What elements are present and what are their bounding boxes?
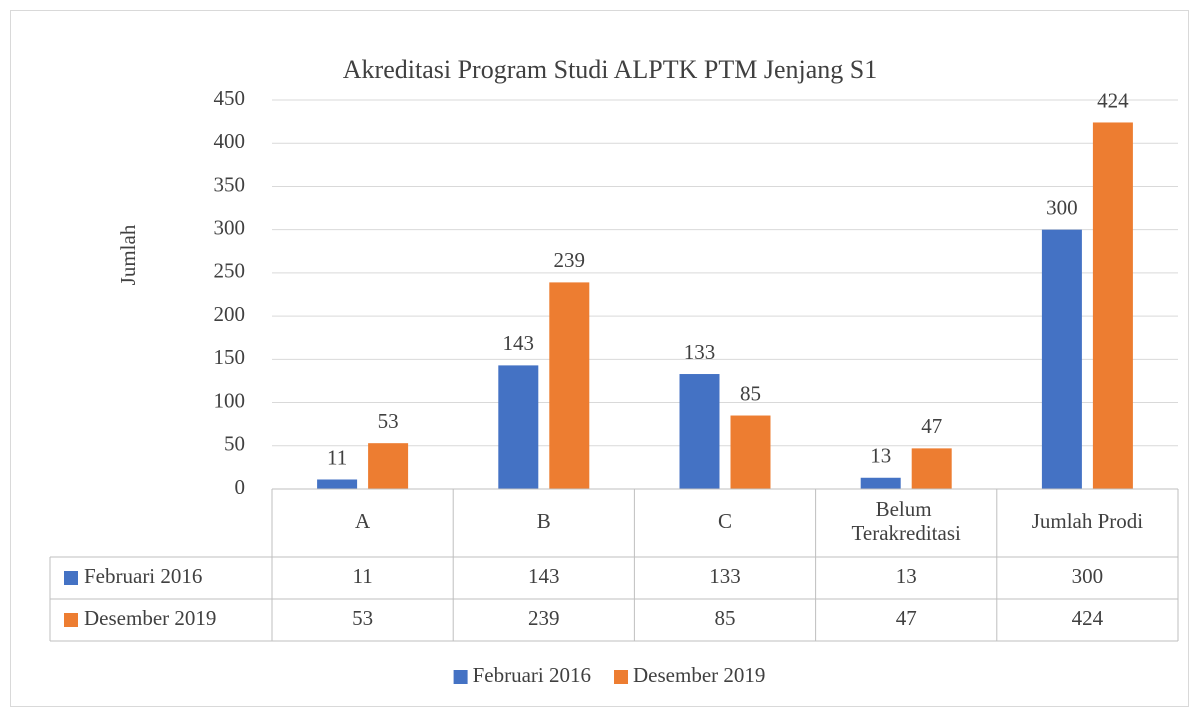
y-tick-label: 250	[214, 259, 246, 283]
bar	[1041, 229, 1082, 489]
table-cell: 53	[352, 606, 373, 630]
y-tick-label: 400	[214, 129, 246, 153]
x-tick-label: B	[537, 509, 551, 533]
table-cell: 11	[352, 564, 372, 588]
x-tick-label: C	[718, 509, 732, 533]
bar	[1092, 122, 1133, 489]
chart-title: Akreditasi Program Studi ALPTK PTM Jenja…	[343, 55, 877, 84]
data-label: 53	[378, 409, 399, 433]
data-label: 13	[870, 444, 891, 468]
data-label: 85	[740, 381, 761, 405]
data-label: 424	[1097, 88, 1129, 112]
data-label: 300	[1046, 195, 1078, 219]
bar	[498, 365, 539, 489]
bar	[860, 477, 901, 489]
legend-key	[614, 670, 629, 684]
table-cell: 239	[528, 606, 560, 630]
bar	[368, 443, 409, 489]
table-cell: 13	[896, 564, 917, 588]
x-tick-label: A	[355, 509, 371, 533]
legend-key	[453, 670, 468, 684]
y-tick-label: 50	[224, 432, 245, 456]
data-label: 143	[503, 331, 535, 355]
data-label: 47	[921, 414, 942, 438]
table-cell: 47	[896, 606, 917, 630]
table-legend-key	[64, 571, 78, 585]
table-cell: 133	[709, 564, 741, 588]
y-tick-label: 200	[214, 302, 246, 326]
table-series-name: Februari 2016	[84, 564, 202, 588]
y-tick-label: 150	[214, 345, 246, 369]
y-axis-label: Jumlah	[116, 224, 140, 285]
x-tick-label: Jumlah Prodi	[1032, 509, 1144, 533]
table-cell: 300	[1072, 564, 1104, 588]
bar	[730, 415, 771, 489]
y-tick-label: 350	[214, 172, 246, 196]
bar	[549, 282, 590, 489]
table-cell: 424	[1072, 606, 1104, 630]
data-label: 11	[327, 445, 347, 469]
data-label: 239	[554, 248, 586, 272]
y-tick-label: 0	[235, 475, 246, 499]
legend-label: Desember 2019	[633, 663, 765, 687]
legend-label: Februari 2016	[473, 663, 591, 687]
table-legend-key	[64, 613, 78, 627]
bar	[679, 374, 720, 489]
chart-frame	[10, 10, 1189, 707]
x-tick-label: Belum Terakreditasi	[852, 497, 961, 545]
table-series-name: Desember 2019	[84, 606, 216, 630]
y-tick-label: 450	[214, 86, 246, 110]
table-cell: 143	[528, 564, 560, 588]
y-tick-label: 100	[214, 388, 246, 412]
table-cell: 85	[715, 606, 736, 630]
bar	[911, 448, 952, 489]
data-label: 133	[684, 340, 716, 364]
bar	[317, 479, 358, 489]
y-tick-label: 300	[214, 215, 246, 239]
